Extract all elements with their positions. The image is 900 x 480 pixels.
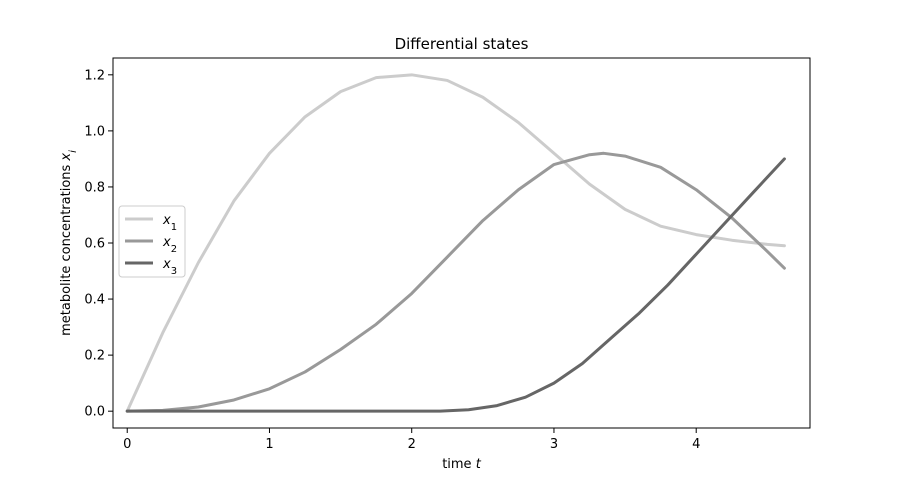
series-line-x3: [125, 157, 786, 413]
y-axis-label-sub: i: [68, 150, 79, 153]
y-axis-label-text: metabolite concentrations: [59, 161, 74, 336]
chart-title: Differential states: [395, 35, 529, 53]
x-tick-label: 1: [265, 437, 273, 452]
x-axis-label-text: time: [442, 457, 476, 472]
y-axis-label: metabolite concentrations xi: [59, 150, 79, 336]
legend-item: x1: [125, 213, 177, 233]
legend-label: x3: [162, 257, 177, 277]
legend-item: x2: [125, 235, 177, 255]
y-tick-label: 0.0: [84, 405, 105, 420]
legend-label: x2: [162, 235, 177, 255]
x-tick-label: 4: [692, 437, 700, 452]
y-tick-label: 0.2: [84, 349, 105, 364]
x-tick-label: 3: [550, 437, 558, 452]
plot-area: [112, 57, 811, 429]
x-axis-label: time t: [442, 457, 482, 472]
x-axis-ticks: 0 1 2 3 4: [123, 428, 700, 452]
x-axis-label-var: t: [476, 457, 482, 472]
legend-label: x1: [162, 213, 177, 233]
series-line-x2: [125, 151, 786, 413]
series-line-x1: [125, 73, 786, 413]
series-lines: [125, 73, 786, 413]
legend-item: x3: [125, 257, 177, 277]
x-tick-label: 0: [123, 437, 131, 452]
y-axis-label-var: x: [59, 153, 74, 162]
y-tick-label: 0.4: [84, 293, 105, 308]
x-tick-label: 2: [408, 437, 416, 452]
y-tick-label: 0.6: [84, 237, 105, 252]
y-axis-ticks: 0.0 0.2 0.4 0.6 0.8 1.0 1.2: [84, 68, 113, 420]
y-tick-label: 0.8: [84, 180, 105, 195]
y-tick-label: 1.0: [84, 124, 105, 139]
y-tick-label: 1.2: [84, 68, 105, 83]
